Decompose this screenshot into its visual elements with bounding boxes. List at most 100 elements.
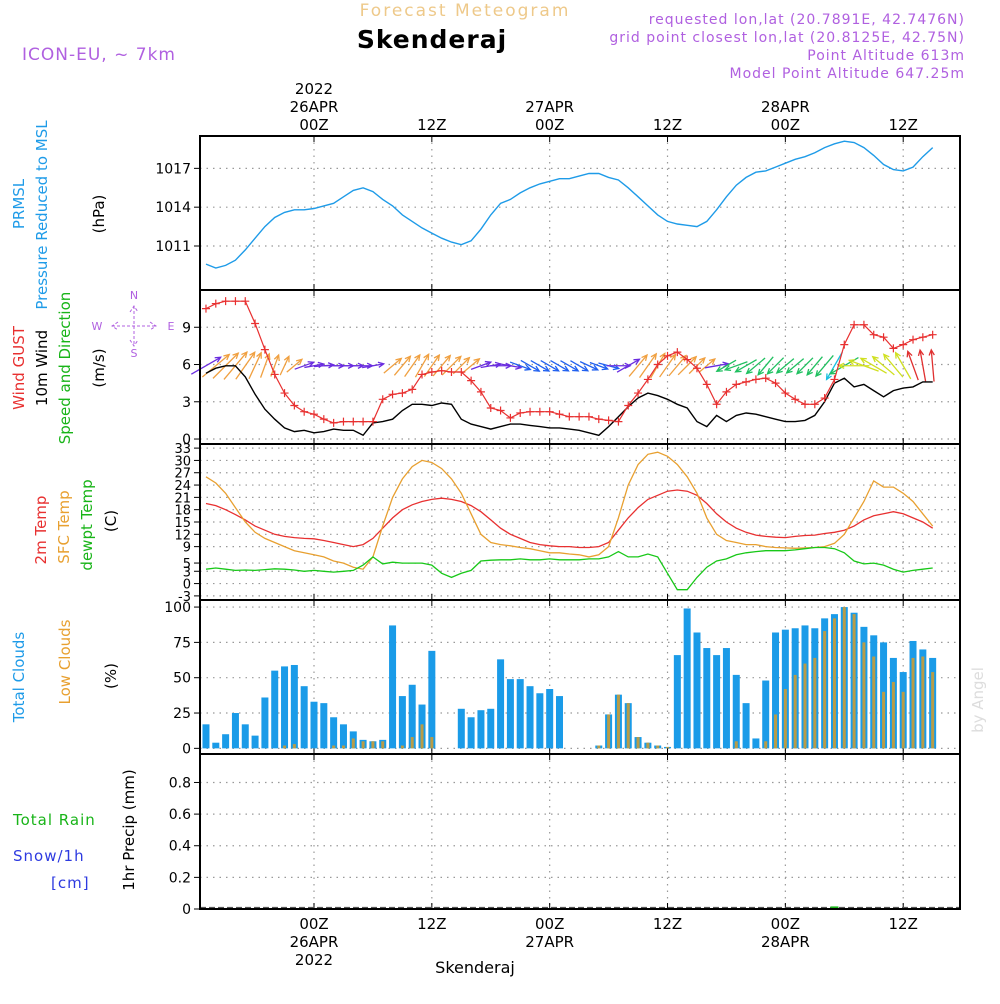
- wind-arrow-head: [859, 357, 867, 364]
- bottom-hour-label: 12Z: [889, 915, 918, 933]
- wind-arrow-head: [552, 365, 560, 372]
- wind-arrow: [286, 358, 303, 373]
- pressure-unit-label: (hPa): [90, 195, 108, 234]
- wind-arrow-head: [542, 365, 551, 372]
- wind-arrow: [509, 361, 531, 371]
- bottom-hour-label: 12Z: [653, 915, 682, 933]
- wind-panel: 0 3 6 9: [0, 0, 961, 448]
- top-hour-label: 12Z: [889, 116, 918, 134]
- gust-marker: [270, 370, 279, 379]
- wind-arrow-head: [232, 352, 240, 360]
- requested-coords: requested lon,lat (20.7891E, 42.7476N): [649, 12, 965, 28]
- low-cloud-bar: [872, 656, 876, 749]
- wind-arrow: [776, 358, 795, 374]
- wind-gust-label: Wind GUST: [10, 325, 28, 410]
- gust-marker: [663, 351, 672, 360]
- total-cloud-bar: [261, 697, 269, 749]
- total-cloud-bar: [290, 664, 298, 749]
- wind-arrow: [849, 359, 879, 372]
- wind-arrow: [383, 357, 402, 374]
- total-cloud-bar: [752, 738, 760, 749]
- gust-marker: [368, 417, 377, 426]
- wind-arrow: [757, 356, 774, 376]
- wind-arrow: [872, 356, 895, 376]
- low-cloud-bar: [931, 672, 935, 749]
- gust-marker: [830, 375, 839, 384]
- gust-marker: [859, 320, 868, 329]
- wind-arrow: [616, 358, 640, 373]
- gust-marker: [928, 330, 937, 339]
- low-cloud-bar: [901, 691, 905, 749]
- total-cloud-bar: [231, 713, 239, 749]
- y-tick-label: 25: [173, 706, 191, 722]
- low-cloud-bar: [764, 741, 768, 749]
- wind-arrow: [560, 360, 579, 372]
- wind-arrow-head: [283, 355, 290, 363]
- low-cloud-bar: [332, 745, 336, 749]
- wind-arrow-head: [669, 353, 677, 361]
- model-altitude: Model Point Altitude 647.25m: [730, 66, 965, 82]
- wind-speed-line: [205, 365, 933, 437]
- gust-marker: [732, 380, 741, 389]
- wind-arrow-head: [766, 367, 774, 375]
- total-cloud-bar: [222, 734, 230, 749]
- gust-marker: [280, 389, 289, 398]
- pressure-line: [205, 140, 934, 269]
- total-cloud-bar: [526, 686, 534, 749]
- bottom-hour-label: 12Z: [417, 915, 446, 933]
- wind-arrow-head: [601, 364, 610, 371]
- wind-arrow: [704, 363, 729, 369]
- wind-arrow-head: [894, 351, 901, 359]
- gust-marker: [653, 360, 662, 369]
- wind-arrow-head: [825, 373, 832, 381]
- gust-marker: [791, 395, 800, 404]
- wind-arrow-head: [433, 353, 441, 362]
- wind-unit-label: (m/s): [90, 348, 108, 387]
- gust-marker: [751, 375, 760, 384]
- y-tick-label: 0.2: [169, 870, 191, 886]
- gust-marker: [251, 319, 260, 328]
- total-cloud-bar: [212, 742, 220, 749]
- y-tick-label: 12: [174, 528, 191, 543]
- wind-arrow: [698, 358, 716, 374]
- gust-marker: [535, 407, 544, 416]
- low-cloud-bar: [793, 674, 797, 749]
- gust-marker: [643, 375, 652, 384]
- y-tick-label: 50: [173, 671, 191, 687]
- y-tick-label: 24: [174, 479, 191, 494]
- gust-marker: [801, 400, 809, 409]
- gust-marker: [211, 299, 220, 308]
- y-tick-label: 1017: [155, 161, 191, 177]
- total-cloud-bar: [683, 608, 691, 749]
- gust-marker: [260, 345, 269, 354]
- total-cloud-bar: [772, 632, 780, 749]
- total-cloud-bar: [408, 684, 416, 749]
- wind-arrow: [570, 360, 589, 372]
- wind-arrow-head: [745, 367, 753, 375]
- gust-marker: [604, 416, 613, 425]
- wind-arrow: [815, 354, 834, 377]
- low-cloud-bar: [420, 724, 424, 749]
- gust-marker: [742, 377, 751, 386]
- wind-arrow-head: [775, 367, 783, 374]
- temp-sfc-label: SFC Temp: [55, 490, 73, 563]
- y-tick-label: 9: [183, 541, 191, 556]
- total-cloud-bar: [320, 703, 328, 749]
- wind-arrow: [470, 361, 492, 370]
- wind-arrow: [235, 351, 256, 380]
- top-date-label: 26APR: [290, 98, 339, 116]
- wind-arrow: [895, 352, 912, 380]
- low-cloud-bar: [597, 745, 601, 749]
- total-cloud-bar: [457, 708, 465, 749]
- wind-arrow-head: [715, 365, 723, 373]
- rain-bar: [830, 906, 839, 909]
- gust-marker: [427, 367, 436, 376]
- total-cloud-bar: [467, 717, 475, 749]
- wind-arrow-head: [377, 361, 386, 368]
- wind-arrow: [362, 363, 384, 369]
- gust-marker: [349, 417, 358, 426]
- gust-marker: [359, 417, 368, 426]
- low-cloud-bar: [341, 745, 345, 749]
